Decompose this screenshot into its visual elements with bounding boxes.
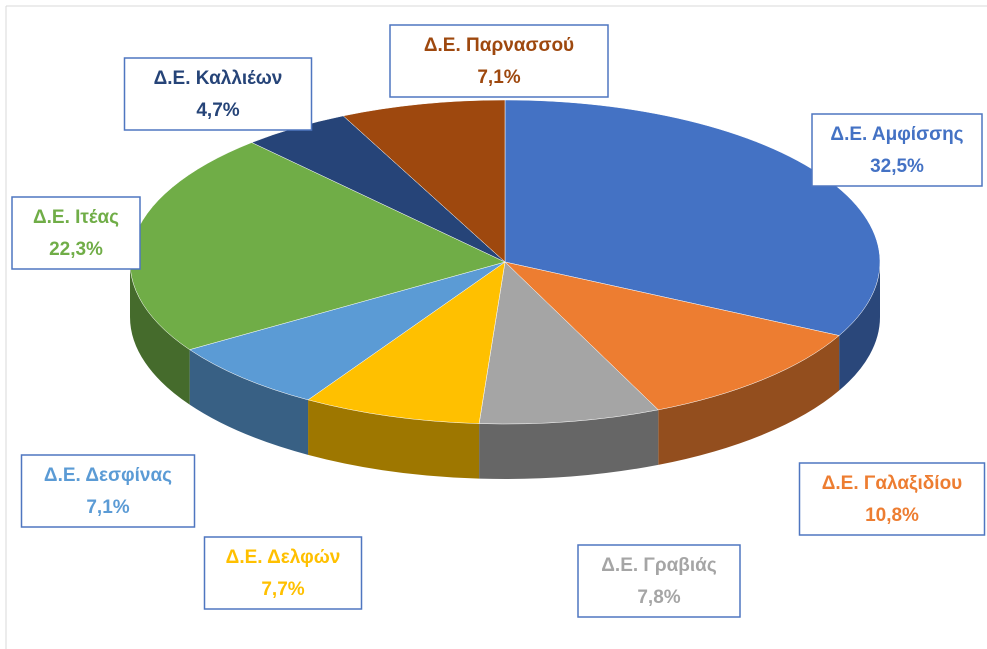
label-box <box>11 196 141 270</box>
data-label-value: 7,1% <box>86 497 129 518</box>
slice <box>307 261 506 424</box>
label-box <box>20 454 196 528</box>
data-label-name: Δ.Ε. Καλλιέων <box>154 68 283 89</box>
data-label-name: Δ.Ε. Δελφών <box>226 547 341 568</box>
label-box <box>811 113 983 187</box>
label-box <box>389 24 609 98</box>
data-label-name: Δ.Ε. Αμφίσσης <box>830 124 963 145</box>
slice <box>342 99 506 263</box>
data-label-name: Δ.Ε. Γραβιάς <box>601 555 717 576</box>
slice <box>189 261 506 401</box>
slice-side <box>308 399 480 479</box>
data-label-value: 7,8% <box>637 587 680 608</box>
label-box <box>203 536 363 610</box>
slice-side <box>189 349 309 455</box>
data-label-value: 7,1% <box>477 67 520 88</box>
slice <box>478 261 659 425</box>
data-label-name: Δ.Ε. Γαλαξιδίου <box>822 473 963 494</box>
label-box <box>123 57 313 131</box>
slice-side <box>839 262 880 391</box>
data-label-value: 32,5% <box>870 156 924 177</box>
data-label-value: 4,7% <box>196 100 239 121</box>
data-label-value: 22,3% <box>49 239 103 260</box>
data-label-name: Δ.Ε. Δεσφίνας <box>44 465 172 486</box>
data-label-value: 7,7% <box>261 579 304 600</box>
label-box <box>577 544 741 618</box>
data-label-name: Δ.Ε. Ιτέας <box>33 207 119 228</box>
data-label-value: 10,8% <box>865 505 919 526</box>
slice-side <box>479 409 659 479</box>
label-box <box>798 462 986 536</box>
data-label-name: Δ.Ε. Παρνασσού <box>424 35 574 56</box>
slice-side <box>130 262 190 405</box>
slice <box>504 261 840 411</box>
slice-side <box>658 335 840 465</box>
